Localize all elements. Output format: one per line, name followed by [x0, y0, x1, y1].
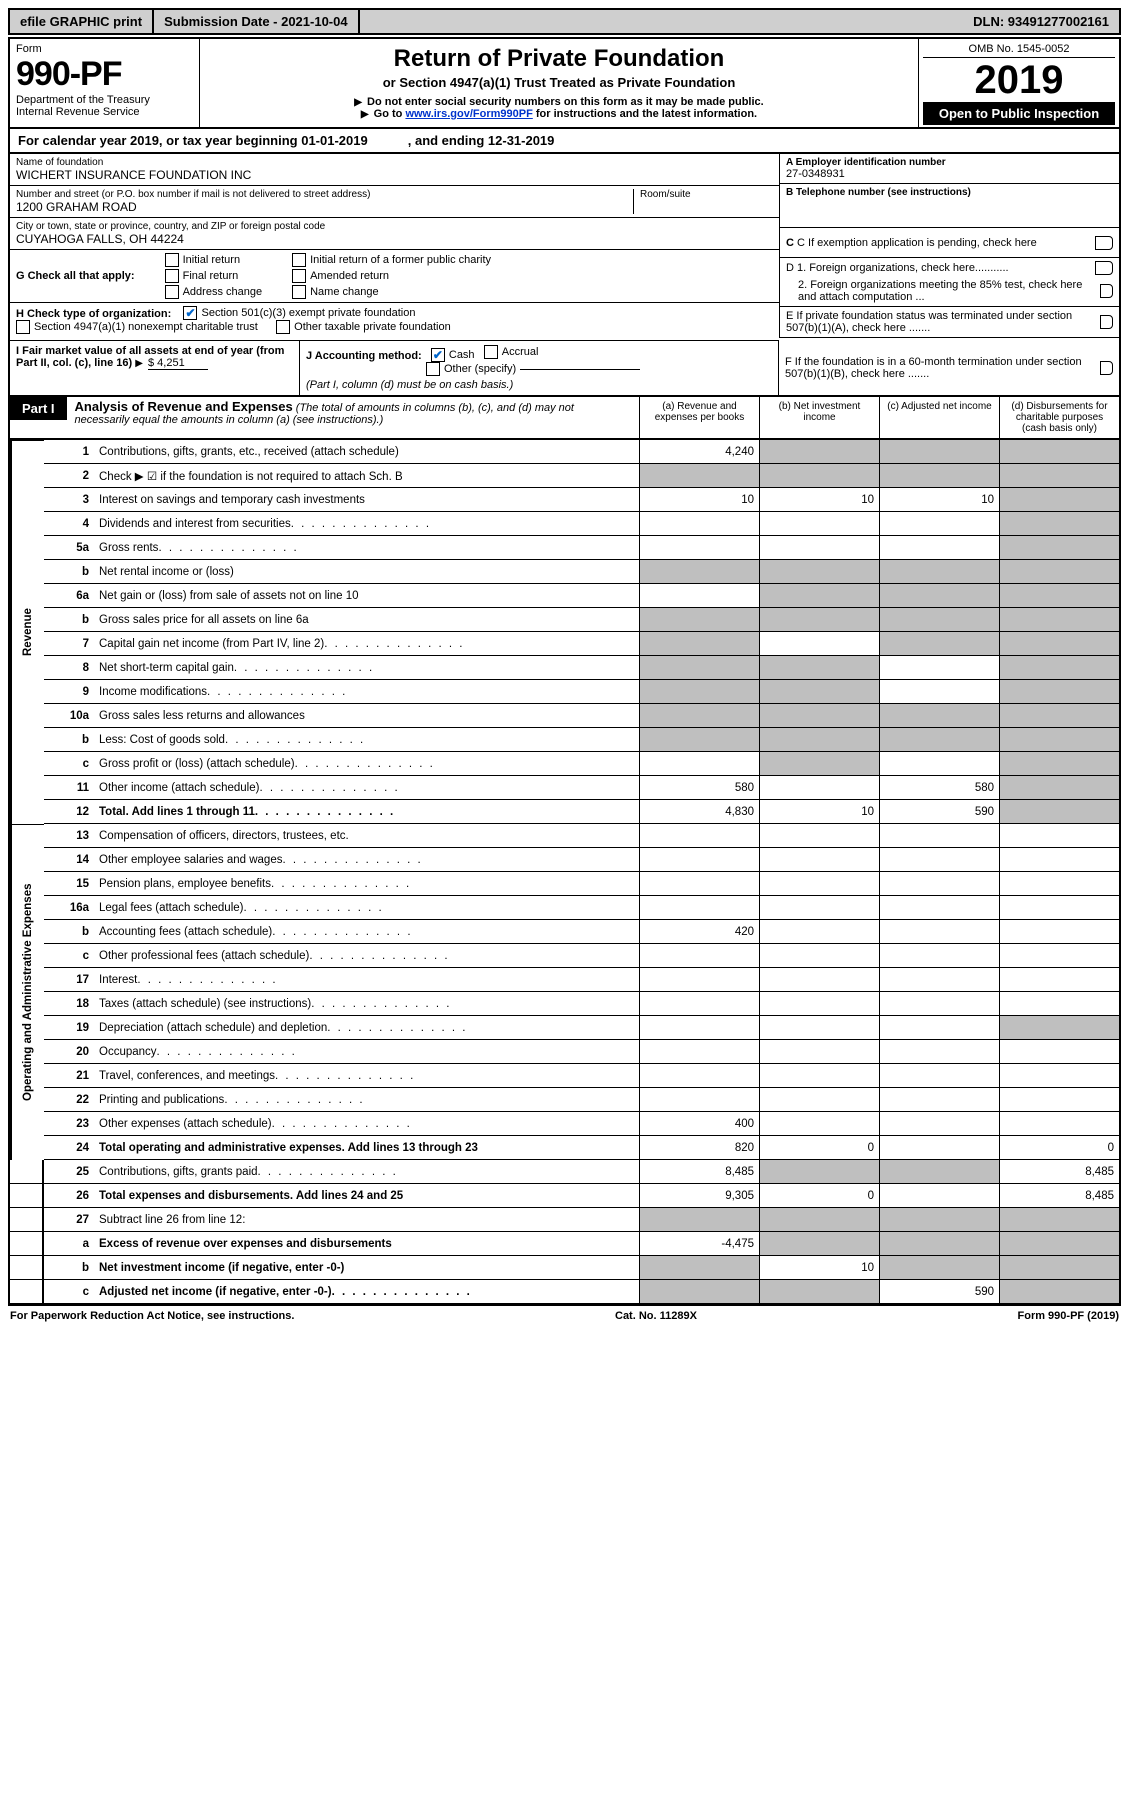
chk-amended-return[interactable]: Amended return [292, 269, 491, 283]
revenue-side-label: Revenue [10, 440, 44, 824]
cal-begin: For calendar year 2019, or tax year begi… [18, 133, 368, 148]
chk-f[interactable] [1100, 361, 1113, 375]
irs-form-link[interactable]: www.irs.gov/Form990PF [405, 108, 532, 120]
c-label: C If exemption application is pending, c… [797, 237, 1037, 249]
chk-other-method[interactable]: Other (specify) [426, 362, 640, 376]
part1-title: Analysis of Revenue and Expenses [75, 399, 293, 414]
chk-e[interactable] [1100, 315, 1113, 329]
j-label: J Accounting method: [306, 350, 422, 362]
chk-name-change[interactable]: Name change [292, 285, 491, 299]
dln: DLN: 93491277002161 [963, 10, 1119, 33]
paperwork-notice: For Paperwork Reduction Act Notice, see … [10, 1310, 294, 1322]
submission-date: Submission Date - 2021-10-04 [154, 10, 360, 33]
chk-initial-return[interactable]: Initial return [165, 253, 263, 267]
dept-treasury: Department of the Treasury [16, 94, 193, 106]
entity-info: Name of foundation WICHERT INSURANCE FOU… [8, 154, 1121, 341]
foundation-name-label: Name of foundation [16, 157, 773, 168]
oae-side-label: Operating and Administrative Expenses [10, 824, 44, 1160]
page-footer: For Paperwork Reduction Act Notice, see … [8, 1306, 1121, 1326]
efile-topbar: efile GRAPHIC print Submission Date - 20… [8, 8, 1121, 35]
h-label: H Check type of organization: [16, 308, 171, 320]
chk-d1[interactable] [1095, 261, 1113, 275]
ein-value: 27-0348931 [786, 168, 1113, 180]
form-word: Form [16, 43, 193, 55]
col-a-hdr: (a) Revenue and expenses per books [639, 397, 759, 438]
goto-pre: Go to [374, 108, 406, 120]
cal-end: , and ending 12-31-2019 [408, 133, 555, 148]
chk-4947[interactable]: Section 4947(a)(1) nonexempt charitable … [16, 320, 258, 334]
open-to-public: Open to Public Inspection [923, 102, 1115, 125]
form-page-ref: Form 990-PF (2019) [1018, 1310, 1119, 1322]
col-b-hdr: (b) Net investment income [759, 397, 879, 438]
chk-final-return[interactable]: Final return [165, 269, 263, 283]
form-number: 990-PF [16, 55, 193, 94]
chk-address-change[interactable]: Address change [165, 285, 263, 299]
chk-d2[interactable] [1100, 284, 1113, 298]
g-label: G Check all that apply: [16, 270, 135, 282]
dept-irs: Internal Revenue Service [16, 106, 193, 118]
line-desc: Contributions, gifts, grants, etc., rece… [94, 440, 639, 464]
e-label: E If private foundation status was termi… [786, 310, 1094, 334]
room-label: Room/suite [640, 189, 773, 200]
chk-initial-former[interactable]: Initial return of a former public charit… [292, 253, 491, 267]
chk-other-taxable[interactable]: Other taxable private foundation [276, 320, 451, 334]
arrow-icon [361, 108, 371, 120]
tax-year: 2019 [923, 58, 1115, 102]
header-bottom-row: I Fair market value of all assets at end… [8, 341, 1121, 397]
ssn-warning: Do not enter social security numbers on … [367, 96, 764, 108]
form-subtitle: or Section 4947(a)(1) Trust Treated as P… [210, 75, 908, 90]
chk-cash[interactable]: ✔Cash [431, 348, 475, 362]
ein-label: A Employer identification number [786, 157, 946, 168]
chk-accrual[interactable]: Accrual [484, 345, 539, 359]
fmv-value: $ 4,251 [148, 357, 208, 370]
goto-post: for instructions and the latest informat… [536, 108, 757, 120]
d1-label: D 1. Foreign organizations, check here..… [786, 262, 1009, 274]
line-desc: Check ▶ ☑ if the foundation is not requi… [94, 464, 639, 488]
form-title: Return of Private Foundation [210, 45, 908, 73]
form-header: Form 990-PF Department of the Treasury I… [8, 37, 1121, 129]
calendar-year-row: For calendar year 2019, or tax year begi… [8, 129, 1121, 154]
part1-header: Part I Analysis of Revenue and Expenses … [8, 397, 1121, 440]
efile-print-label[interactable]: efile GRAPHIC print [10, 10, 154, 33]
chk-501c3[interactable]: ✔Section 501(c)(3) exempt private founda… [183, 306, 415, 320]
ln: 1 [44, 440, 94, 464]
d2-label: 2. Foreign organizations meeting the 85%… [786, 279, 1094, 303]
telephone-label: B Telephone number (see instructions) [786, 187, 971, 198]
part1-tag: Part I [10, 397, 67, 420]
address-label: Number and street (or P.O. box number if… [16, 189, 633, 200]
omb-number: OMB No. 1545-0052 [923, 41, 1115, 58]
part1-table: Revenue 1Contributions, gifts, grants, e… [8, 440, 1121, 1306]
cat-no: Cat. No. 11289X [615, 1310, 697, 1322]
foundation-name: WICHERT INSURANCE FOUNDATION INC [16, 168, 773, 182]
f-label: F If the foundation is in a 60-month ter… [785, 356, 1094, 380]
address: 1200 GRAHAM ROAD [16, 200, 633, 214]
chk-c[interactable] [1095, 236, 1113, 250]
col-d-hdr: (d) Disbursements for charitable purpose… [999, 397, 1119, 438]
arrow-icon [354, 96, 364, 108]
j-note: (Part I, column (d) must be on cash basi… [306, 379, 513, 391]
col-c-hdr: (c) Adjusted net income [879, 397, 999, 438]
amt-a: 4,240 [639, 440, 759, 464]
city-label: City or town, state or province, country… [16, 221, 773, 232]
city-state-zip: CUYAHOGA FALLS, OH 44224 [16, 232, 773, 246]
